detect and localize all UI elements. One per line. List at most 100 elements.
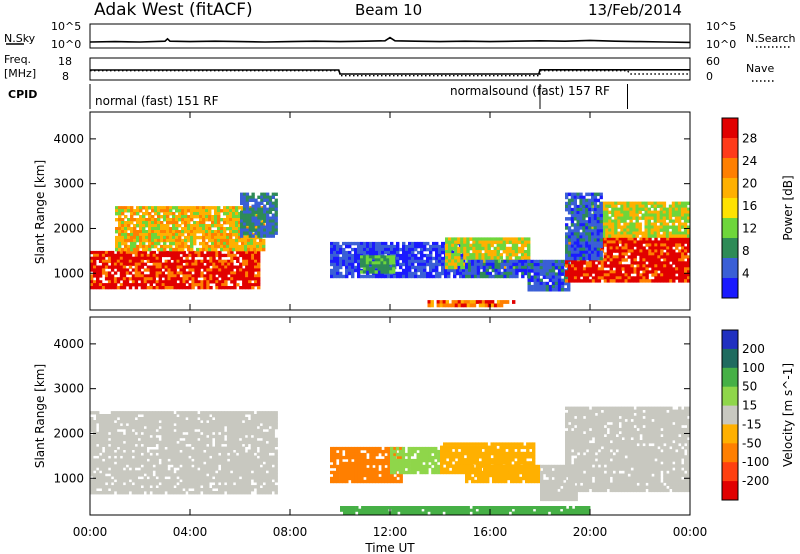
- data-cell: [124, 235, 128, 240]
- data-cell: [438, 250, 442, 255]
- data-cell: [194, 259, 198, 263]
- data-cell: [227, 265, 231, 269]
- data-cell: [588, 270, 593, 274]
- data-cell: [170, 449, 174, 453]
- data-cell: [107, 280, 112, 284]
- data-cell: [548, 284, 553, 289]
- data-cell: [383, 258, 387, 262]
- data-cell: [93, 411, 97, 415]
- data-cell: [166, 209, 170, 213]
- data-cell: [506, 265, 510, 270]
- data-cell: [215, 467, 219, 471]
- data-cell: [374, 258, 378, 262]
- data-cell: [125, 280, 130, 284]
- data-cell: [554, 275, 559, 279]
- data-cell: [375, 247, 379, 252]
- data-cell: [389, 261, 393, 265]
- data-cell: [190, 241, 194, 246]
- data-cell: [167, 265, 171, 269]
- data-cell: [179, 470, 183, 474]
- data-cell: [235, 434, 240, 439]
- data-cell: [491, 259, 495, 264]
- data-cell: [203, 455, 207, 459]
- data-cell: [259, 244, 263, 249]
- data-cell: [164, 479, 168, 483]
- data-cell: [253, 241, 257, 246]
- data-cell: [497, 271, 501, 276]
- data-cell: [176, 274, 180, 278]
- data-cell: [90, 417, 94, 421]
- data-cell: [152, 280, 156, 284]
- data-cell: [383, 261, 387, 265]
- data-cell: [163, 238, 167, 243]
- data-cell: [641, 213, 645, 217]
- data-cell: [146, 256, 151, 260]
- data-cell: [274, 210, 278, 214]
- data-cell: [387, 274, 391, 279]
- data-cell: [615, 243, 619, 247]
- data-cell: [93, 262, 97, 266]
- data-cell: [339, 265, 343, 270]
- data-cell: [432, 241, 436, 246]
- data-cell: [184, 221, 188, 225]
- data-cell: [662, 222, 667, 226]
- data-cell: [232, 485, 237, 489]
- data-cell: [454, 253, 458, 257]
- data-cell: [632, 231, 636, 235]
- data-cell: [158, 417, 162, 421]
- data-cell: [137, 458, 141, 462]
- data-cell: [176, 420, 180, 424]
- data-cell: [656, 216, 661, 220]
- data-cell: [119, 256, 124, 260]
- data-cell: [223, 467, 228, 471]
- data-cell: [170, 274, 174, 278]
- data-cell: [659, 228, 664, 232]
- data-cell: [402, 274, 406, 279]
- data-cell: [485, 262, 490, 267]
- data-cell: [585, 267, 590, 271]
- data-cell: [229, 458, 234, 462]
- data-cell: [232, 230, 236, 234]
- data-cell: [164, 458, 168, 462]
- data-cell: [588, 247, 592, 252]
- data-cell: [215, 425, 219, 430]
- data-cell: [524, 268, 528, 273]
- data-cell: [450, 268, 454, 273]
- data-cell: [386, 267, 390, 271]
- data-cell: [229, 411, 234, 415]
- data-cell: [365, 267, 370, 271]
- data-cell: [145, 238, 149, 243]
- data-cell: [417, 268, 421, 273]
- data-cell: [235, 455, 240, 459]
- data-cell: [161, 458, 165, 462]
- data-cell: [521, 262, 525, 267]
- data-cell: [567, 284, 571, 289]
- data-cell: [160, 233, 164, 237]
- data-cell: [626, 228, 630, 232]
- data-cell: [554, 266, 559, 270]
- data-cell: [197, 271, 201, 275]
- data-cell: [360, 264, 364, 268]
- data-cell: [121, 230, 125, 234]
- data-cell: [181, 215, 185, 219]
- data-cell: [137, 268, 142, 272]
- data-cell: [169, 212, 173, 216]
- data-cell: [93, 491, 97, 495]
- data-cell: [152, 476, 156, 480]
- data-cell: [669, 273, 673, 277]
- data-cell: [600, 261, 605, 265]
- data-cell: [170, 491, 174, 495]
- data-cell: [579, 267, 584, 271]
- data-cell: [119, 440, 124, 445]
- data-cell: [172, 212, 176, 216]
- data-cell: [624, 246, 628, 250]
- data-cell: [417, 262, 421, 267]
- data-cell: [101, 464, 106, 468]
- data-cell: [615, 276, 619, 280]
- data-cell: [435, 244, 439, 249]
- data-cell: [209, 488, 213, 492]
- data-cell: [653, 219, 657, 223]
- data-cell: [524, 259, 528, 264]
- data-cell: [200, 437, 204, 442]
- noise-left-tick-bottom: 10^0: [51, 38, 81, 51]
